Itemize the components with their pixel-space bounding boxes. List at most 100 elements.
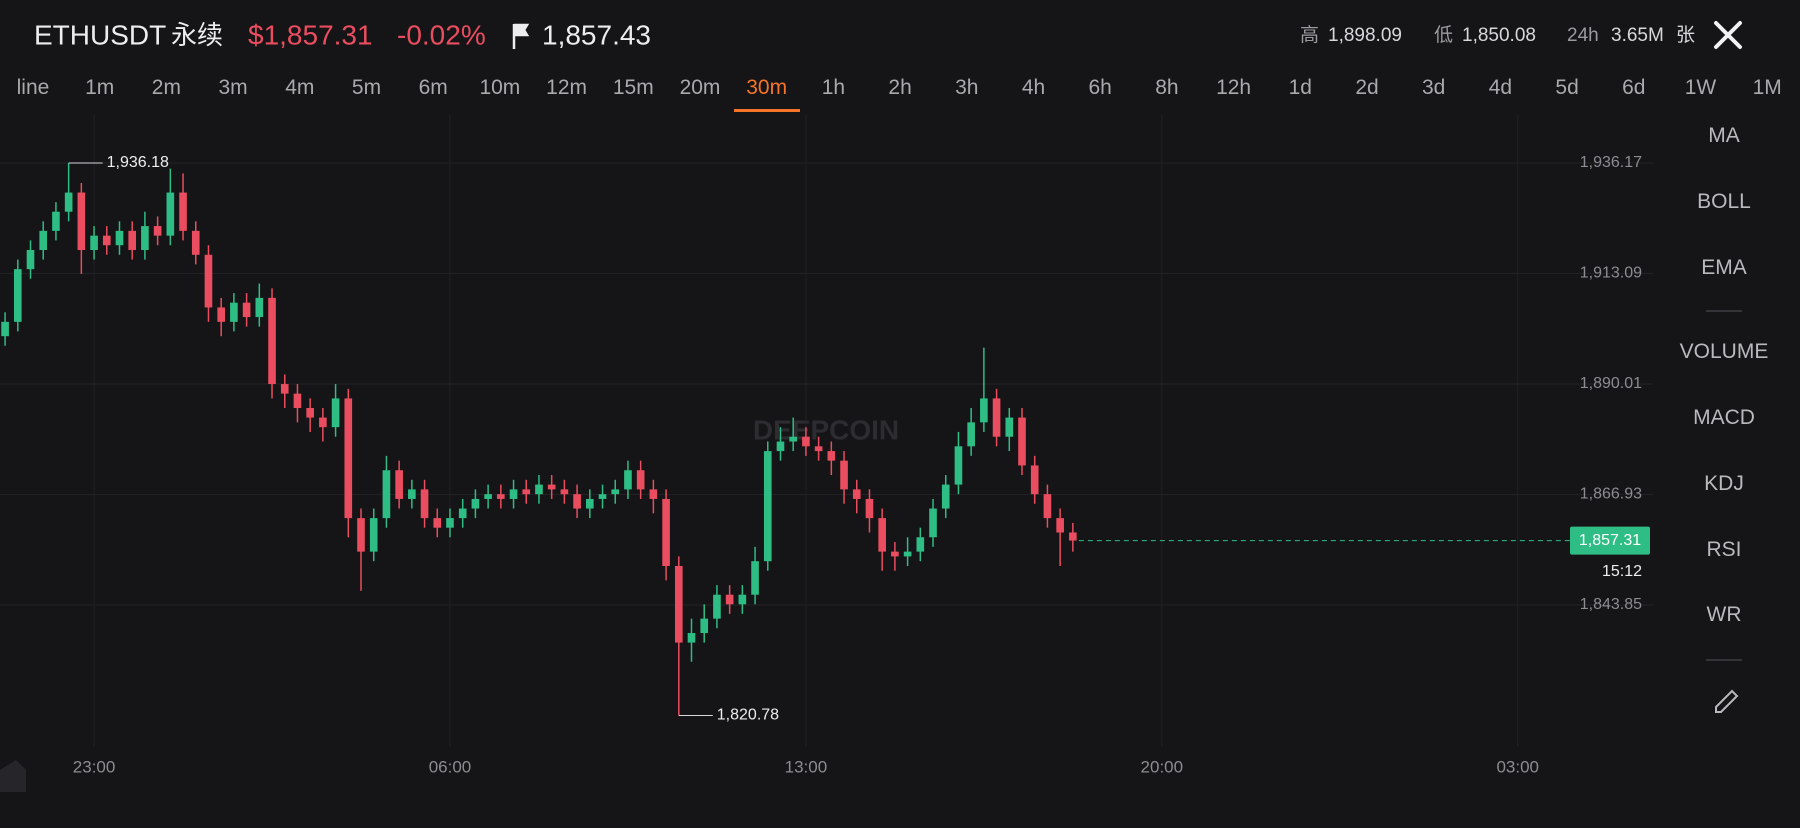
timeframe-tab[interactable]: 5d [1555, 76, 1579, 99]
candle-body [179, 192, 187, 231]
candle-body [420, 489, 429, 519]
timeframe-tab[interactable]: 15m [612, 76, 654, 99]
timeframe-tab[interactable]: 4m [285, 76, 315, 99]
candle-body [191, 230, 200, 255]
volume-label: 24h [1567, 25, 1599, 46]
candle-body [255, 297, 264, 318]
candle-body [357, 518, 365, 552]
candle-body [382, 470, 391, 519]
candle-body [458, 508, 467, 519]
candle-body [509, 489, 518, 499]
indicator-button[interactable]: RSI [1706, 538, 1742, 561]
candle-body [230, 302, 238, 322]
last-price-tag-label: 1,857.31 [1579, 532, 1641, 549]
timeframe-tab[interactable]: 12h [1216, 76, 1252, 99]
low-value: 1,850.08 [1462, 25, 1536, 46]
timeframe-tab[interactable]: 2h [888, 76, 912, 99]
candle-body [547, 484, 556, 490]
extreme-label: 1,820.78 [717, 707, 779, 724]
candle-body [497, 494, 505, 499]
timeframe-tab[interactable]: 2d [1355, 76, 1379, 99]
indicator-button[interactable]: KDJ [1704, 472, 1744, 495]
timeframe-tab[interactable]: 6h [1088, 76, 1112, 99]
y-tick-label: 1,913.09 [1580, 265, 1642, 282]
indicator-button[interactable]: MA [1708, 124, 1740, 147]
candle-body [585, 498, 594, 509]
draw-tool-icon[interactable] [1715, 689, 1739, 713]
indicator-button[interactable]: MACD [1693, 406, 1755, 429]
timeframe-tab[interactable]: 1W [1684, 76, 1717, 99]
timeframe-tab[interactable]: 30m [746, 76, 788, 99]
timeframe-tab[interactable]: 20m [679, 76, 721, 99]
symbol: ETHUSDT [34, 19, 166, 50]
candle-body [102, 235, 111, 246]
candle-body [26, 250, 35, 270]
timeframe-tab[interactable]: 12m [546, 76, 588, 99]
timeframe-tab[interactable]: 3d [1422, 76, 1446, 99]
candle-body [39, 230, 48, 251]
candle-body [636, 470, 645, 490]
high-label: 高 [1300, 24, 1319, 46]
indicator-button[interactable]: EMA [1701, 256, 1747, 279]
candle-body [840, 460, 848, 490]
timeframe-tab[interactable]: 1d [1288, 76, 1312, 99]
y-tick-label: 1,936.17 [1580, 154, 1642, 171]
candle-body [713, 594, 721, 619]
plot-area: DEEPCOIN 23:00 06:00 13:00 20:00 03:00 1,936.1… [0, 115, 1653, 776]
candle-body [687, 633, 696, 643]
candle-body [763, 451, 772, 562]
volume-value: 3.65M [1611, 25, 1664, 46]
candle-body [141, 226, 149, 251]
y-tick-label: 1,866.93 [1580, 486, 1642, 503]
timeframe-tab[interactable]: 6d [1622, 76, 1646, 99]
candle-body [967, 422, 975, 447]
y-tick-label: 1,843.85 [1580, 596, 1642, 613]
timeframe-tab[interactable]: line [16, 76, 50, 99]
candle-body [738, 594, 747, 605]
close-button[interactable] [1714, 21, 1742, 49]
candle-body [980, 398, 988, 423]
timeframe-tab[interactable]: 1m [85, 76, 115, 99]
indicator-button[interactable]: WR [1706, 603, 1742, 626]
countdown: 15:12 [1602, 563, 1642, 580]
candle-body [1030, 465, 1039, 495]
candle-body [331, 398, 340, 428]
candle-body [674, 565, 683, 643]
candle-body [319, 417, 327, 428]
indicator-button[interactable]: VOLUME [1679, 340, 1769, 363]
candle-body [115, 230, 124, 246]
candle-body [1, 321, 9, 337]
flag-icon [512, 23, 530, 49]
last-price: $1,857.31 [248, 19, 373, 50]
timeframe-tab[interactable]: 3m [218, 76, 248, 99]
candle-body [789, 436, 798, 442]
timeframe-tab[interactable]: 10m [479, 76, 521, 99]
candle-body [903, 551, 912, 557]
last-price-tag [1570, 526, 1650, 555]
timeframe-tab[interactable]: 5m [351, 76, 382, 99]
candle-body [293, 393, 302, 408]
candle-body [573, 494, 581, 509]
timeframe-tab[interactable]: 4d [1488, 76, 1513, 99]
timeframe-tab[interactable]: 8h [1155, 76, 1179, 99]
timeframe-tab[interactable]: 6m [418, 76, 448, 99]
candle-body [916, 537, 925, 552]
candle-body [64, 192, 73, 212]
x-tick-label: 23:00 [73, 757, 116, 776]
corner-icon [0, 760, 26, 792]
timeframe-tab[interactable]: 3h [955, 76, 979, 99]
candle-body [649, 489, 658, 499]
timeframe-tab[interactable]: 4h [1021, 76, 1046, 99]
indicator-button[interactable]: BOLL [1697, 190, 1751, 213]
candle-body [954, 446, 963, 485]
timeframe-tab[interactable]: 1M [1752, 76, 1782, 99]
candle-body [52, 211, 60, 231]
high-value: 1,898.09 [1328, 25, 1402, 46]
timeframe-tab[interactable]: 2m [151, 76, 181, 99]
timeframe-tab[interactable]: 1h [821, 76, 846, 99]
candle-body [751, 561, 759, 595]
price-change: -0.02% [397, 19, 486, 50]
